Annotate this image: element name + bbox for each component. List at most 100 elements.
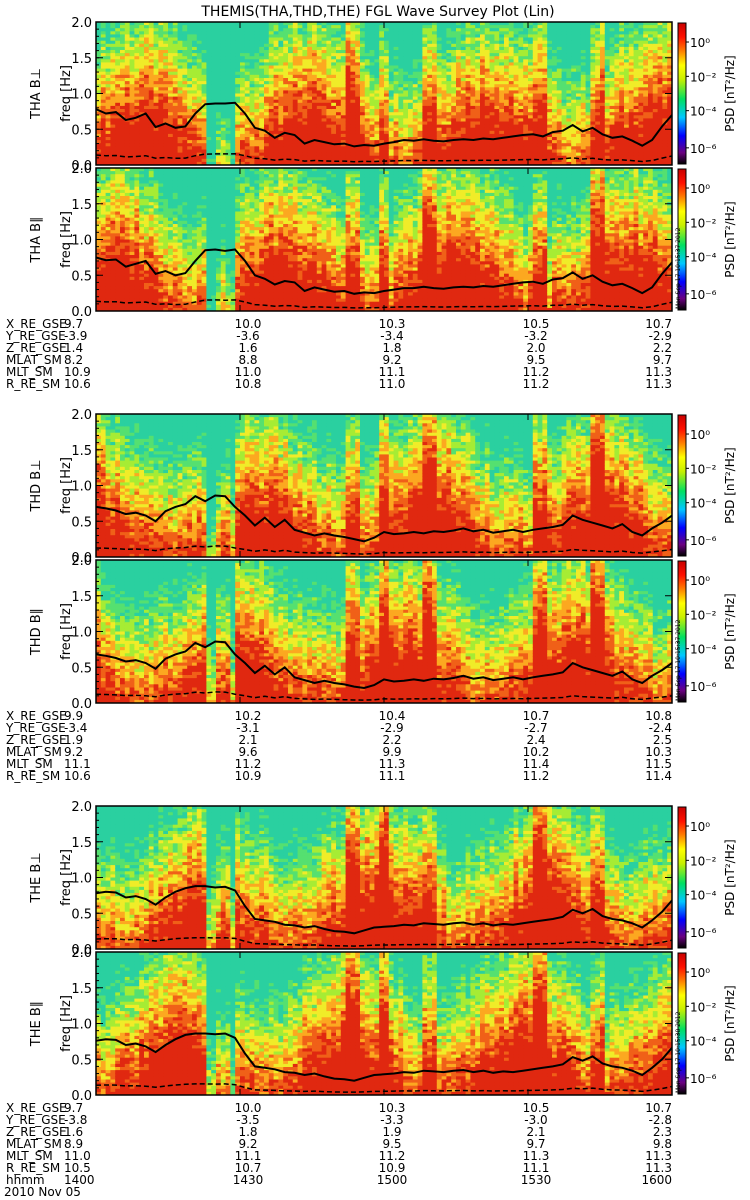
spectrogram-cell: [196, 56, 203, 60]
spectrogram-cell: [129, 105, 135, 110]
spectrogram-cell: [321, 22, 327, 26]
spectrogram-cell: [249, 78, 255, 82]
spectrogram-cell: [163, 37, 169, 42]
spectrogram-cell: [388, 121, 395, 126]
spectrogram-cell: [470, 143, 476, 147]
spectrogram-cell: [504, 155, 510, 160]
spectrogram-cell: [360, 133, 366, 138]
spectrogram-cell: [374, 112, 380, 116]
spectrogram-cell: [192, 87, 198, 91]
spectrogram-cell: [523, 90, 529, 95]
spectrogram-cell: [139, 130, 145, 135]
spectrogram-cell: [225, 155, 231, 160]
spectrogram-cell: [100, 109, 107, 113]
spectrogram-cell: [220, 127, 227, 132]
spectrogram-cell: [379, 78, 385, 82]
spectrogram-cell: [465, 40, 471, 45]
spectrogram-cell: [523, 112, 529, 116]
spectrogram-cell: [364, 102, 371, 107]
spectrogram-cell: [388, 143, 395, 147]
spectrogram-cell: [249, 149, 255, 154]
spectrogram-cell: [225, 84, 231, 88]
spectrogram-cell: [590, 102, 596, 107]
spectrogram-cell: [264, 37, 270, 42]
spectrogram-cell: [360, 37, 366, 42]
spectrogram-cell: [432, 102, 438, 107]
spectrogram-cell: [100, 149, 107, 154]
spectrogram-cell: [192, 127, 198, 132]
spectrogram-cell: [158, 127, 164, 132]
spectrogram-cell: [254, 118, 260, 123]
spectrogram-cell: [326, 133, 332, 138]
spectrogram-cell: [566, 28, 572, 32]
spectrogram-cell: [398, 81, 404, 85]
spectrogram-cell: [139, 143, 145, 147]
spectrogram-cell: [211, 93, 217, 98]
spectrogram-cell: [595, 28, 601, 32]
spectrogram-cell: [105, 96, 111, 101]
spectrogram-cell: [398, 118, 404, 123]
spectrogram-cell: [153, 121, 159, 126]
spectrogram-cell: [436, 115, 443, 119]
spectrogram-cell: [134, 31, 140, 35]
spectrogram-cell: [523, 43, 529, 48]
spectrogram-cell: [268, 143, 275, 147]
spectrogram-cell: [494, 130, 500, 135]
spectrogram-cell: [312, 40, 318, 45]
spectrogram-cell: [129, 78, 135, 82]
spectrogram-cell: [235, 68, 241, 73]
spectrogram-cell: [168, 102, 174, 107]
spectrogram-cell: [470, 96, 476, 101]
spectrogram-cell: [456, 109, 462, 113]
spectrogram-cell: [331, 22, 337, 26]
spectrogram-cell: [144, 93, 150, 98]
spectrogram-cell: [528, 115, 534, 119]
spectrogram-cell: [105, 137, 111, 141]
spectrogram-cell: [177, 59, 183, 63]
spectrogram-cell: [504, 62, 510, 67]
spectrogram-cell: [489, 46, 495, 51]
spectrogram-cell: [220, 56, 227, 60]
spectrogram-cell: [451, 93, 457, 98]
spectrogram-cell: [340, 37, 347, 42]
spectrogram-cell: [600, 43, 606, 48]
spectrogram-cell: [172, 81, 179, 85]
spectrogram-cell: [316, 161, 323, 165]
spectrogram-cell: [297, 50, 303, 54]
spectrogram-cell: [614, 74, 620, 79]
spectrogram-cell: [408, 143, 414, 147]
spectrogram-cell: [216, 112, 222, 116]
spectrogram-cell: [182, 105, 188, 110]
spectrogram-cell: [580, 62, 587, 67]
spectrogram-cell: [211, 143, 217, 147]
spectrogram-cell: [316, 121, 323, 126]
spectrogram-cell: [153, 105, 159, 110]
spectrogram-cell: [172, 90, 179, 95]
spectrogram-cell: [600, 37, 606, 42]
spectrogram-cell: [297, 105, 303, 110]
spectrogram-cell: [398, 43, 404, 48]
spectrogram-cell: [192, 40, 198, 45]
spectrogram-cell: [513, 81, 519, 85]
spectrogram-cell: [100, 34, 107, 39]
spectrogram-cell: [297, 130, 303, 135]
spectrogram-cell: [417, 28, 423, 32]
spectrogram-cell: [508, 109, 515, 113]
spectrogram-cell: [436, 46, 443, 51]
spectrogram-cell: [350, 155, 356, 160]
spectrogram-cell: [206, 31, 212, 35]
spectrogram-cell: [465, 158, 471, 163]
spectrogram-cell: [196, 121, 203, 126]
spectrogram-cell: [120, 112, 126, 116]
spectrogram-cell: [283, 71, 289, 76]
spectrogram-cell: [480, 149, 486, 154]
spectrogram-cell: [278, 40, 284, 45]
spectrogram-cell: [499, 96, 505, 101]
spectrogram-cell: [422, 112, 428, 116]
spectrogram-cell: [144, 68, 150, 73]
spectrogram-cell: [484, 149, 491, 154]
spectrogram-cell: [432, 155, 438, 160]
spectrogram-cell: [528, 133, 534, 138]
spectrogram-cell: [292, 84, 299, 88]
spectrogram-cell: [609, 87, 615, 91]
